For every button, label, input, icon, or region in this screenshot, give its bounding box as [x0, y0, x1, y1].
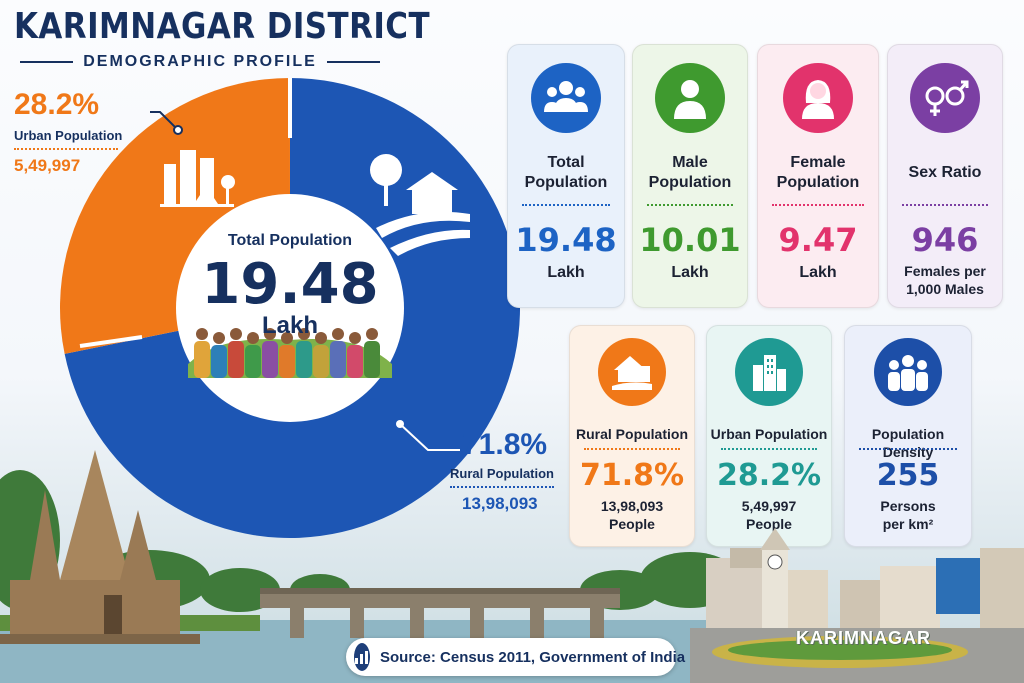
card-female-population: Female Population 9.47 Lakh	[757, 44, 879, 308]
rural-label: Rural Population	[450, 466, 554, 481]
card-divider	[772, 204, 864, 206]
person-body	[347, 345, 363, 378]
city-name-sign: KARIMNAGAR	[796, 628, 931, 648]
card-divider	[647, 204, 733, 206]
person-head	[332, 328, 344, 340]
rural-callout-dot	[396, 420, 404, 428]
city-skyline	[706, 528, 1024, 646]
person-body	[313, 345, 329, 378]
person-body	[262, 341, 278, 378]
card-unit: Females per 1,000 Males	[904, 263, 986, 297]
card-label: Population Density	[871, 426, 945, 460]
person-head	[247, 332, 259, 344]
source-badge: Source: Census 2011, Government of India	[346, 638, 685, 676]
card-male-population: Male Population 10.01 Lakh	[632, 44, 748, 308]
people-crowd-illustration	[188, 328, 392, 378]
card-divider	[902, 204, 988, 206]
card-total-population: Total Population 19.48 Lakh	[507, 44, 625, 308]
card-unit: Lakh	[799, 264, 837, 281]
card-label: Female Population	[776, 154, 860, 191]
card-unit: Lakh	[547, 264, 585, 281]
card-value: 28.2%	[716, 458, 822, 493]
person-body	[211, 345, 227, 378]
urban-percentage: 28.2%	[14, 88, 100, 121]
donut-center-label: Total Population	[227, 232, 353, 249]
urban-count: 5,49,997	[14, 156, 81, 175]
donut-city-icon	[160, 150, 235, 207]
person-head	[349, 332, 361, 344]
subtitle-rule-left	[20, 61, 74, 63]
city-buildings-icon	[735, 338, 803, 406]
bar-chart-icon	[354, 643, 370, 671]
card-value: 10.01	[639, 221, 741, 259]
card-unit: 5,49,997 People	[741, 498, 797, 532]
card-value: 19.48	[515, 221, 617, 259]
person-head	[366, 328, 378, 340]
person-head	[315, 332, 327, 344]
person-head	[281, 332, 293, 344]
card-label: Total Population	[524, 154, 608, 191]
person-body	[330, 341, 346, 378]
crowd-icon	[874, 338, 942, 406]
person-head	[213, 332, 225, 344]
card-divider	[859, 448, 957, 450]
urban-callout-leader	[150, 111, 179, 131]
person-head	[230, 328, 242, 340]
card-value: 9.47	[778, 221, 858, 259]
card-divider	[584, 448, 680, 450]
temple	[0, 450, 200, 644]
page-subtitle: DEMOGRAPHIC PROFILE	[83, 53, 317, 70]
bridge	[260, 588, 620, 638]
card-value: 71.8%	[579, 458, 685, 493]
card-rural-population: Rural Population 71.8% 13,98,093 People	[569, 325, 695, 547]
person-body	[296, 341, 312, 378]
card-unit: Persons per km²	[880, 498, 936, 532]
rural-house-icon	[598, 338, 666, 406]
subtitle-row: DEMOGRAPHIC PROFILE	[20, 52, 380, 72]
rural-count: 13,98,093	[462, 494, 538, 513]
card-value: 946	[911, 221, 979, 259]
person-body	[364, 341, 380, 378]
card-sex-ratio: Sex Ratio 946 Females per 1,000 Males	[887, 44, 1003, 308]
population-donut-chart	[60, 78, 520, 538]
donut-center-value: 19.48	[201, 252, 379, 317]
male-person-icon	[655, 63, 725, 133]
card-label: Rural Population	[576, 426, 688, 442]
card-divider	[721, 448, 817, 450]
card-label: Urban Population	[710, 426, 828, 442]
urban-divider	[14, 148, 118, 150]
card-label: Male Population	[648, 154, 732, 191]
female-person-icon	[783, 63, 853, 133]
card-unit: 13,98,093 People	[600, 498, 664, 532]
card-unit: Lakh	[671, 264, 709, 281]
card-value: 255	[876, 458, 940, 493]
urban-label: Urban Population	[14, 128, 123, 143]
person-head	[196, 328, 208, 340]
subtitle-rule-right	[326, 61, 380, 63]
donut-village-icon	[370, 154, 470, 256]
person-body	[279, 345, 295, 378]
donut-separator-left	[79, 335, 143, 348]
people-group-icon	[531, 63, 601, 133]
person-head	[298, 328, 310, 340]
rural-callout-leader	[399, 423, 460, 451]
rural-percentage: 71.8%	[462, 428, 548, 461]
card-label: Sex Ratio	[908, 164, 982, 181]
rural-divider	[450, 486, 554, 488]
card-population-density: Population Density 255 Persons per km²	[844, 325, 972, 547]
person-body	[245, 345, 261, 378]
person-head	[264, 328, 276, 340]
page-title: KARIMNAGAR DISTRICT	[14, 6, 430, 47]
roundabout-lawn	[728, 640, 952, 660]
donut-center-unit: Lakh	[261, 312, 318, 339]
card-divider	[522, 204, 610, 206]
card-urban-population: Urban Population 28.2% 5,49,997 People	[706, 325, 832, 547]
source-text: Source: Census 2011, Government of India	[380, 648, 686, 666]
person-body	[228, 341, 244, 378]
person-body	[194, 341, 210, 378]
urban-callout-dot	[173, 125, 183, 135]
gender-symbols-icon	[910, 63, 980, 133]
